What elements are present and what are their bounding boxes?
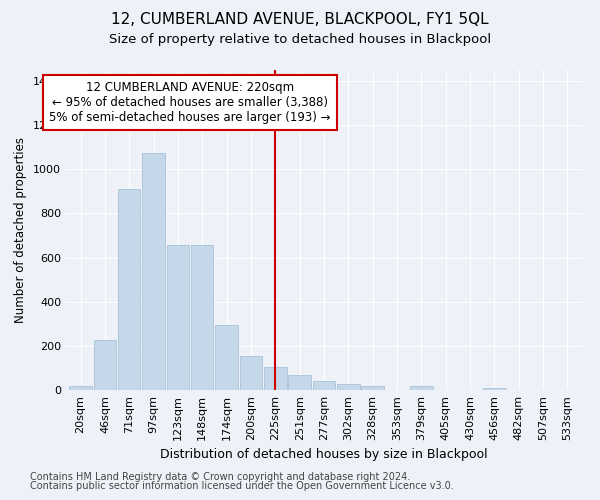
Bar (142, 153, 165, 390)
Bar (289, 374, 311, 390)
Bar (264, 367, 287, 390)
X-axis label: Distribution of detached houses by size in Blackpool: Distribution of detached houses by size … (160, 448, 488, 462)
Bar (313, 381, 335, 390)
Bar (70, 386, 92, 390)
Bar (167, 246, 189, 390)
Bar (118, 189, 140, 390)
Bar (191, 246, 214, 390)
Text: Size of property relative to detached houses in Blackpool: Size of property relative to detached ho… (109, 32, 491, 46)
Text: 12 CUMBERLAND AVENUE: 220sqm
← 95% of detached houses are smaller (3,388)
5% of : 12 CUMBERLAND AVENUE: 220sqm ← 95% of de… (49, 81, 331, 124)
Bar (337, 384, 359, 390)
Text: Contains HM Land Registry data © Crown copyright and database right 2024.: Contains HM Land Registry data © Crown c… (30, 472, 410, 482)
Bar (361, 386, 384, 390)
Bar (215, 325, 238, 390)
Bar (483, 388, 506, 390)
Bar (240, 356, 262, 390)
Text: 12, CUMBERLAND AVENUE, BLACKPOOL, FY1 5QL: 12, CUMBERLAND AVENUE, BLACKPOOL, FY1 5Q… (111, 12, 489, 28)
Text: Contains public sector information licensed under the Open Government Licence v3: Contains public sector information licen… (30, 481, 454, 491)
Bar (94, 340, 116, 390)
Y-axis label: Number of detached properties: Number of detached properties (14, 137, 28, 323)
Bar (410, 386, 433, 390)
